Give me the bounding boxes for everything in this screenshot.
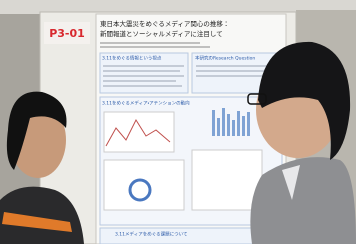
- poster-title: 東日本大震災をめぐるメディア関心の推移：: [100, 19, 229, 28]
- figure: [104, 112, 174, 152]
- section-heading: 3.11をめぐるメディア・アテンションの動向: [102, 100, 190, 107]
- section-heading: 本研究のResearch Question: [195, 55, 255, 62]
- section-heading: 3.11をめぐる情報という視点: [102, 55, 162, 62]
- booth-label: P3-01: [49, 27, 85, 40]
- author-area: [100, 40, 210, 50]
- section-heading: 3.11メディアをめぐる課題について: [115, 231, 187, 238]
- photo: P3-01 東日本大震災をめぐるメディア関心の推移： 新聞報道とソーシャルメディ…: [0, 0, 356, 244]
- poster-title: 新聞報道とソーシャルメディアに注目して: [100, 29, 223, 38]
- figure: [192, 150, 262, 210]
- figure: [104, 160, 184, 210]
